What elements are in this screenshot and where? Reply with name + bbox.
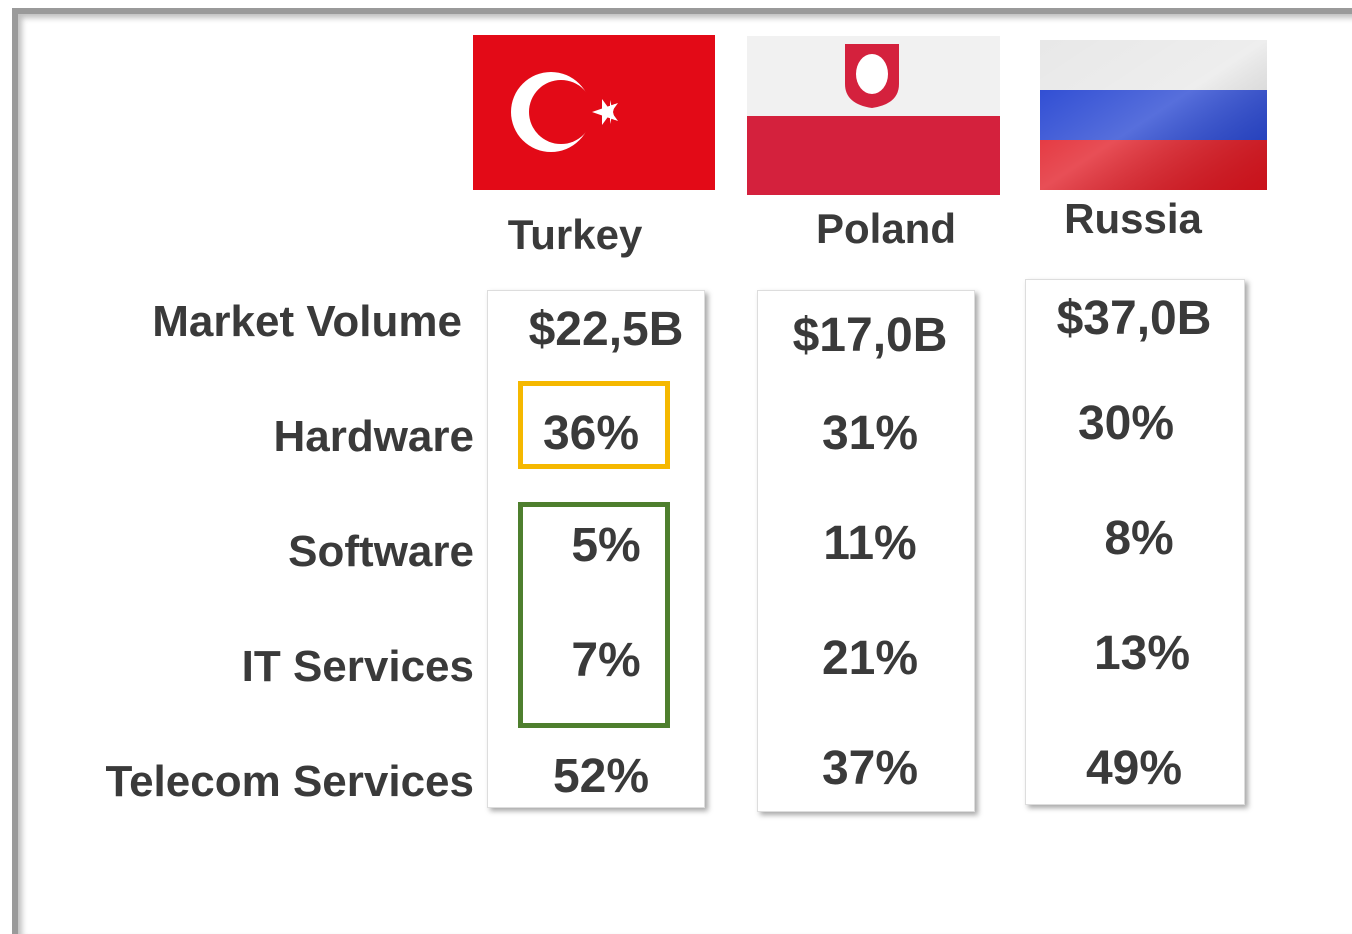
country-name: Poland: [815, 205, 956, 252]
flag-turkey: [473, 35, 715, 190]
row-label: Market Volume: [152, 297, 462, 346]
cell-value: 30%: [1077, 397, 1175, 450]
cell-value: 8%: [1104, 512, 1174, 565]
cell-value: 49%: [1085, 742, 1183, 795]
country-name: Turkey: [507, 211, 643, 258]
slide: Turkey Poland Russia Market Volume Hardw…: [12, 8, 1352, 934]
row-label: Telecom Services: [105, 757, 474, 806]
row-label: Hardware: [273, 412, 474, 461]
cell-value: 5%: [571, 519, 641, 572]
cell-value: 13%: [1093, 627, 1191, 680]
cell-value: $17,0B: [792, 309, 948, 362]
cell-value: 36%: [542, 407, 640, 460]
flag-poland: [747, 36, 1000, 195]
column-box: [757, 290, 975, 812]
column-box: [1025, 279, 1245, 805]
cell-value: $37,0B: [1056, 292, 1212, 345]
cell-value: $22,5B: [528, 303, 684, 356]
frame: [12, 8, 1352, 934]
cell-value: 31%: [821, 407, 919, 460]
cell-value: 52%: [552, 750, 650, 803]
country-name: Russia: [1064, 195, 1202, 242]
highlight-box: [518, 502, 670, 728]
cell-value: 11%: [823, 517, 917, 570]
row-label: IT Services: [241, 642, 474, 691]
cell-value: 21%: [821, 632, 919, 685]
cell-value: 37%: [821, 742, 919, 795]
highlight-box: [518, 381, 670, 469]
cell-value: 7%: [571, 634, 641, 687]
row-label: Software: [288, 527, 474, 576]
flag-russia: [1040, 40, 1267, 190]
